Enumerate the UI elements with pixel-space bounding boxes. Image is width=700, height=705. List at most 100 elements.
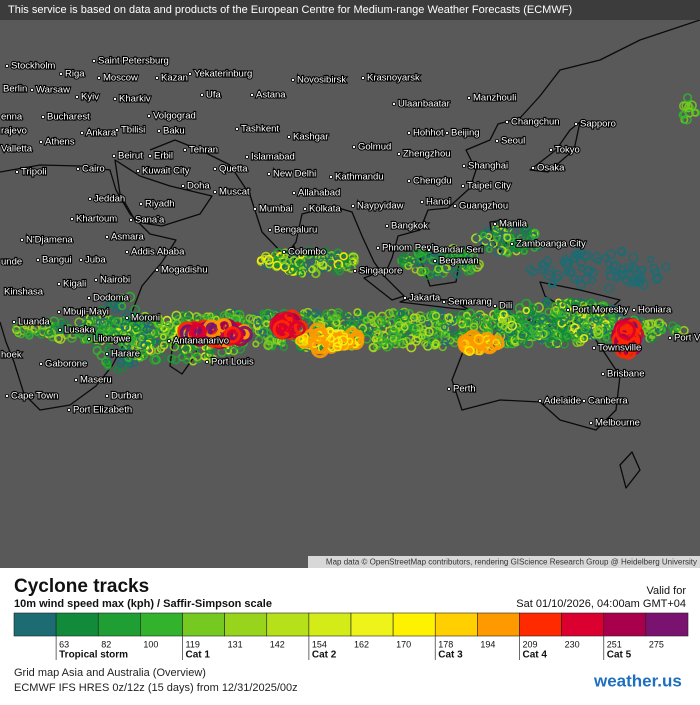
track-point <box>579 333 589 343</box>
city-label: Durban <box>111 391 142 402</box>
city-label: Port Louis <box>211 357 254 368</box>
city-label: N'Djamena <box>26 235 73 246</box>
track-point <box>375 316 386 327</box>
city-label: Port V <box>674 333 700 344</box>
track-point <box>296 259 305 267</box>
track-point <box>533 302 544 313</box>
track-point <box>417 314 427 324</box>
track-point <box>288 320 306 339</box>
city-label: Townsville <box>598 343 641 354</box>
city-dot <box>509 241 514 246</box>
city-dot <box>460 183 465 188</box>
track-point <box>570 298 581 309</box>
track-point <box>353 308 362 317</box>
track-point <box>440 324 450 334</box>
track-point <box>646 332 657 343</box>
city-dot <box>592 345 597 350</box>
scale-box <box>645 612 689 637</box>
track-point <box>592 327 602 336</box>
city-label: Yekaterinburg <box>194 69 252 80</box>
track-point <box>485 246 493 253</box>
track-point <box>421 340 429 348</box>
city-label: Sapporo <box>580 119 616 130</box>
city-label: Singapore <box>359 266 402 277</box>
track-point <box>519 329 529 340</box>
city-label: Mogadishu <box>161 265 207 276</box>
track-point <box>104 362 112 371</box>
city-label: Kuwait City <box>142 166 190 177</box>
city-dot <box>252 206 257 211</box>
track-point <box>366 311 377 321</box>
track-point <box>335 266 344 276</box>
track-point <box>450 330 458 339</box>
city-dot <box>156 128 161 133</box>
scale-box <box>266 612 310 637</box>
track-point <box>651 274 662 284</box>
city-label: rajevo <box>1 126 27 137</box>
city-label: Stockholm <box>11 61 55 72</box>
city-dot <box>57 309 62 314</box>
track-point <box>620 344 637 360</box>
city-dot <box>105 234 110 239</box>
track-point <box>314 312 322 320</box>
track-point <box>511 313 522 323</box>
city-label: Moscow <box>103 73 138 84</box>
track-point <box>473 334 485 345</box>
city-label: Zamboanga City <box>516 239 586 250</box>
city-label: Antananarivo <box>173 336 229 347</box>
track-point <box>440 323 448 331</box>
city-dot <box>88 196 93 201</box>
track-point <box>171 355 181 365</box>
track-point <box>591 311 602 321</box>
track-point <box>624 269 635 280</box>
city-dot <box>105 351 110 356</box>
city-dot <box>79 257 84 262</box>
track-point <box>104 319 113 328</box>
track-point <box>377 336 388 347</box>
track-point <box>106 330 117 341</box>
track-point <box>190 348 199 357</box>
track-point <box>619 311 626 318</box>
track-point <box>167 354 176 363</box>
track-point <box>523 338 534 349</box>
track-point <box>304 246 315 257</box>
track-point <box>120 322 130 332</box>
valid-label: Valid for <box>646 585 686 597</box>
track-point <box>433 270 443 280</box>
city-dot <box>113 97 118 102</box>
track-point <box>96 350 107 361</box>
city-label: Maseru <box>80 375 112 386</box>
city-label: Dodoma <box>93 293 130 304</box>
track-point <box>175 340 186 351</box>
track-point <box>491 323 499 331</box>
city-dot <box>128 217 133 222</box>
track-point <box>515 314 524 323</box>
track-point <box>311 269 320 279</box>
city-label: Cairo <box>82 164 105 175</box>
track-point <box>406 342 417 353</box>
track-point <box>484 229 493 239</box>
track-point <box>565 266 576 277</box>
track-point <box>503 233 512 242</box>
city-label: Hohhot <box>413 128 444 139</box>
city-label: Krasnoyarsk <box>367 73 420 84</box>
scale-box <box>97 612 141 637</box>
track-point <box>488 240 495 248</box>
track-point <box>535 326 544 334</box>
track-point <box>556 300 568 311</box>
track-point <box>313 252 322 261</box>
city-dot <box>76 166 81 171</box>
track-point <box>588 277 596 285</box>
track-point <box>144 334 155 345</box>
track-point <box>424 326 434 337</box>
city-dot <box>5 64 10 69</box>
track-point <box>552 305 560 313</box>
city-dot <box>14 169 19 174</box>
city-dot <box>504 120 509 125</box>
track-point <box>399 258 410 269</box>
city-dot <box>147 153 152 158</box>
city-label: Berlin <box>3 84 27 95</box>
track-point <box>82 320 90 328</box>
city-dot <box>80 130 85 135</box>
track-point <box>327 328 334 336</box>
